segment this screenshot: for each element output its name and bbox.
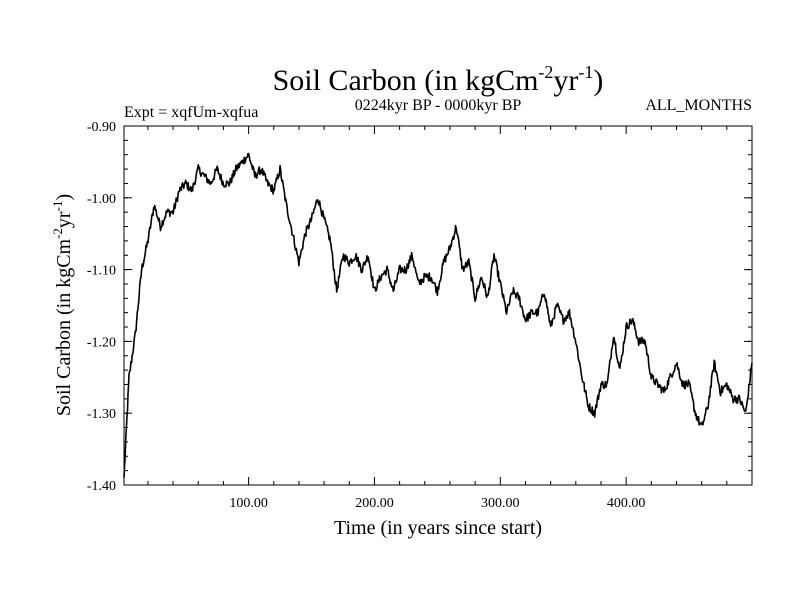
- x-tick-label: 100.00: [229, 496, 268, 511]
- y-tick-label: -1.40: [87, 479, 116, 494]
- plot-frame: [123, 125, 753, 486]
- y-tick-label: -1.10: [87, 264, 116, 279]
- y-tick-label: -0.90: [87, 120, 116, 135]
- y-axis: -1.40 -1.30 -1.20 -1.10 -1.00 -0.90: [87, 120, 752, 494]
- x-axis-label: Time (in years since start): [334, 517, 542, 539]
- x-tick-label: 400.00: [607, 496, 646, 511]
- subtitle-right: ALL_MONTHS: [645, 97, 752, 114]
- subtitle-center: 0224kyr BP - 0000kyr BP: [355, 97, 522, 114]
- x-tick-label: 200.00: [355, 496, 394, 511]
- x-tick-label: 300.00: [481, 496, 520, 511]
- y-tick-label: -1.30: [87, 407, 116, 422]
- y-tick-label: -1.00: [87, 192, 116, 207]
- chart-title: Soil Carbon (in kgCm-2yr-1): [273, 62, 604, 97]
- subtitle-left: Expt = xqfUm-xqfua: [124, 104, 258, 121]
- series-line: [123, 152, 753, 478]
- y-tick-label: -1.20: [87, 335, 116, 350]
- x-axis: 100.00 200.00 300.00 400.00: [147, 126, 728, 511]
- y-axis-label: Soil Carbon (in kgCm-2yr-1): [50, 194, 75, 416]
